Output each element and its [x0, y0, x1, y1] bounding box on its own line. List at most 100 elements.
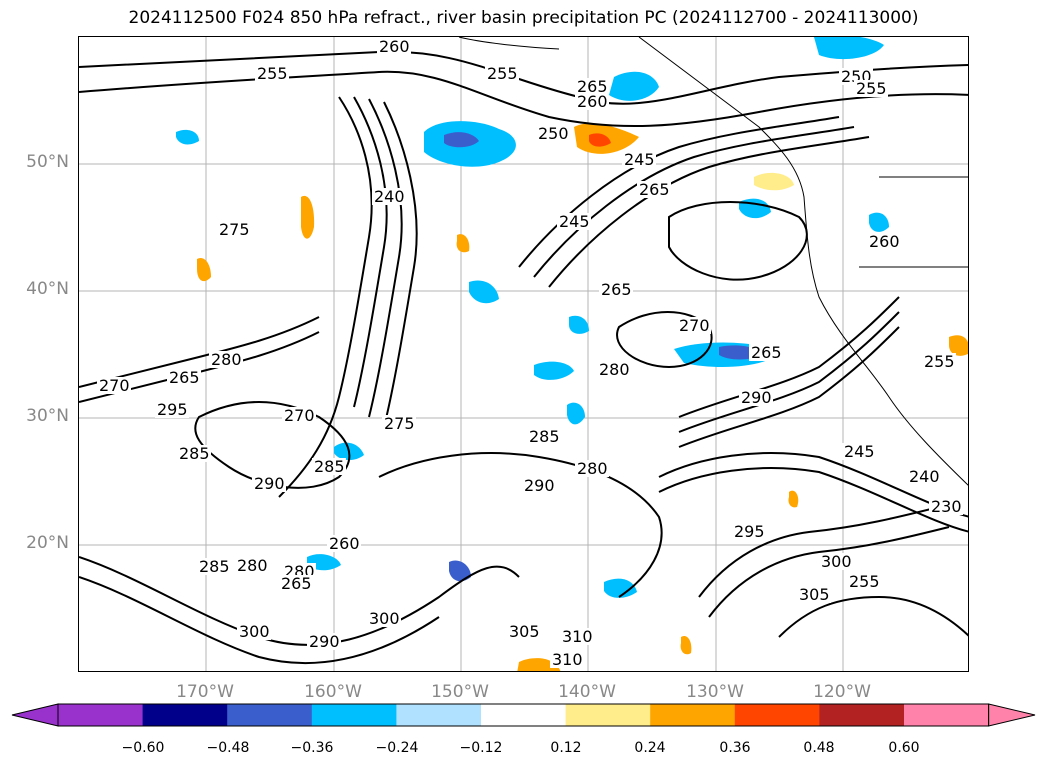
colorbar-segment [227, 704, 313, 726]
contour-label-bg [575, 78, 609, 95]
map-title: 2024112500 F024 850 hPa refract., river … [128, 8, 919, 28]
precip-orange-region [197, 257, 211, 282]
precip-orange-region [680, 635, 692, 655]
contour-label: 255 [487, 64, 518, 83]
contour-label-bg [527, 428, 561, 445]
colorbar-tick: −0.12 [459, 740, 503, 756]
colorbar-segment [142, 704, 228, 726]
contour-label: 265 [751, 343, 782, 362]
lon-label-150w: 150°W [431, 682, 489, 702]
contour-label-bg [599, 281, 633, 298]
colorbar-tick: −0.60 [121, 740, 165, 756]
contour-label-bg [327, 535, 361, 552]
lon-label-170w: 170°W [176, 682, 234, 702]
contour-label: 310 [552, 650, 583, 669]
lat-label-20n: 20°N [26, 533, 69, 553]
precip-blue-region [469, 280, 499, 304]
contour-label-bg [739, 389, 773, 406]
contour-label: 245 [559, 212, 590, 231]
contour-label: 285 [179, 444, 210, 463]
contour-label: 305 [799, 585, 830, 604]
contour-label-bg [854, 80, 888, 97]
contour-label: 310 [562, 627, 593, 646]
contour-label: 300 [821, 552, 852, 571]
contour-label-bg [312, 458, 346, 475]
contour-label-bg [597, 361, 631, 378]
contour-label: 285 [529, 427, 560, 446]
map-panel: 260 255 255 265 260 250 255 250 245 265 240 245 275 2… [78, 36, 969, 672]
contour-label: 245 [624, 150, 655, 169]
precip-orange-region [456, 234, 470, 253]
colorbar-tick: 0.60 [888, 740, 920, 756]
contour-label-bg [842, 443, 876, 460]
colorbar-segment [565, 704, 651, 726]
contour-label: 260 [329, 534, 360, 553]
colorbar-tick: 0.36 [719, 740, 751, 756]
precip-blue-region [569, 315, 589, 334]
contour-label-bg [235, 557, 269, 574]
contour-label-bg [507, 623, 541, 640]
contour-label-bg [377, 38, 411, 55]
colorbar-tick: −0.36 [290, 740, 334, 756]
contour-label-bg [155, 401, 189, 418]
contour-label: 260 [577, 92, 608, 111]
contour-label-bg [367, 610, 401, 627]
contour-label: 270 [99, 376, 130, 395]
lon-label-130w: 130°W [686, 682, 744, 702]
colorbar-segment [650, 704, 736, 726]
lat-label-50n: 50°N [26, 152, 69, 172]
contour-label-bg [307, 633, 341, 650]
contour-label-bg [819, 553, 853, 570]
precip-dark-region [444, 132, 479, 148]
colorbar-tick: −0.24 [375, 740, 419, 756]
contour-label: 290 [254, 474, 285, 493]
contour-label: 285 [314, 457, 345, 476]
precip-orange-region [788, 490, 799, 508]
contour-label-bg [867, 233, 901, 250]
lat-label-40n: 40°N [26, 279, 69, 299]
coastline [458, 37, 968, 486]
colorbar-extend-left [11, 703, 59, 727]
contour-label-bg [907, 468, 941, 485]
precip-orange-region [517, 658, 561, 671]
contour-label: 250 [538, 124, 569, 143]
contour-label-bg [282, 407, 316, 424]
precip-blue-region [176, 129, 199, 145]
contour-label-bg [279, 575, 313, 592]
contour-label: 280 [577, 459, 608, 478]
contour-label: 275 [384, 414, 415, 433]
colorbar-segment [819, 704, 905, 726]
contour-label: 260 [379, 37, 410, 56]
contour-label: 285 [199, 557, 230, 576]
colorbar-border [57, 703, 990, 727]
lat-label-30n: 30°N [26, 406, 69, 426]
precip-orange-region [949, 335, 968, 356]
contour-label-bg [557, 213, 591, 230]
colorbar-tick: 0.24 [634, 740, 666, 756]
contour-label-bg [372, 188, 406, 205]
contour-label: 295 [734, 522, 765, 541]
contour-label: 280 [211, 350, 242, 369]
contour-label: 255 [856, 79, 887, 98]
contour-label-bg [929, 498, 963, 515]
contour-label-bg [622, 151, 656, 168]
precip-orange-region [301, 195, 315, 239]
precip-blue-region [814, 37, 884, 60]
contour-label: 290 [524, 476, 555, 495]
contour-label: 290 [741, 388, 772, 407]
contour-label: 275 [219, 220, 250, 239]
colorbar-segment [311, 704, 397, 726]
contour-label: 245 [844, 442, 875, 461]
precip-blue-region [567, 402, 585, 425]
precip-blue-region [604, 578, 637, 598]
contour-label-bg [732, 523, 766, 540]
precip-blue-region [534, 361, 574, 380]
colorbar-tick: −0.48 [206, 740, 250, 756]
contour-label-bg [575, 93, 609, 110]
contour-label-bg [217, 221, 251, 238]
contour-label-bg [677, 317, 711, 334]
contour-label: 270 [679, 316, 710, 335]
contour-label: 290 [309, 632, 340, 651]
contour-label: 265 [577, 77, 608, 96]
